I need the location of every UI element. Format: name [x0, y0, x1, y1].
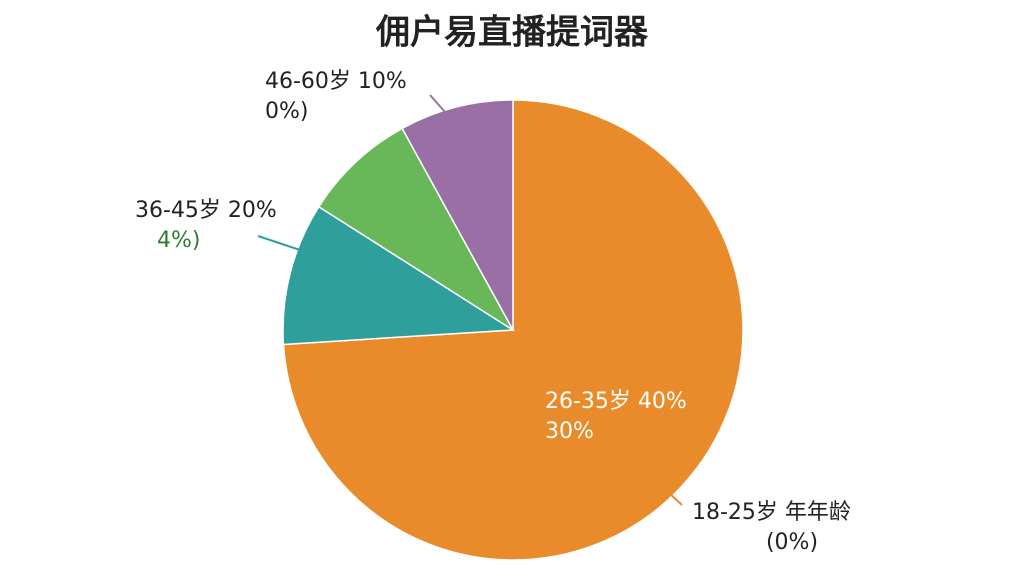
data-label: 0%)	[265, 99, 308, 124]
chart-title: 佣户易直播提词器	[375, 13, 649, 53]
data-label: 30%	[545, 419, 594, 444]
data-label: 46-60岁 10%	[265, 69, 407, 94]
data-label: 18-25岁 年年龄	[692, 500, 851, 525]
pie-slice	[282, 205, 516, 346]
leader-line	[257, 235, 301, 251]
data-label: 36-45岁 20%	[135, 198, 277, 223]
leader-line	[429, 94, 446, 113]
data-label: (0%)	[766, 530, 818, 555]
pie-slice	[401, 99, 514, 331]
leader-line	[654, 479, 683, 506]
data-label: 26-35岁 40%	[545, 389, 687, 414]
pie-slice	[317, 127, 514, 331]
data-label: 4%)	[157, 228, 200, 253]
